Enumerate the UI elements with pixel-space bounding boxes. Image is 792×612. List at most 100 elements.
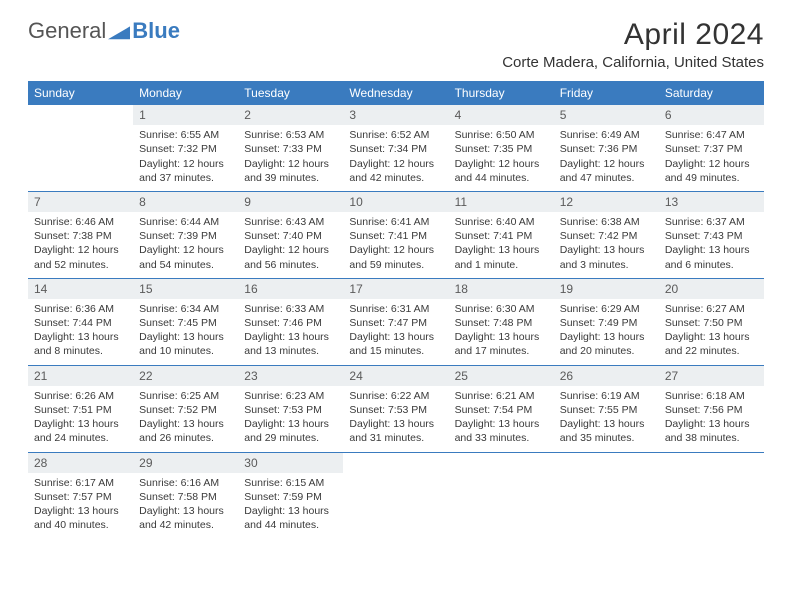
day-detail-line: Sunrise: 6:26 AM	[34, 389, 127, 403]
day-detail-line: Sunset: 7:33 PM	[244, 142, 337, 156]
day-detail-line: Sunset: 7:35 PM	[455, 142, 548, 156]
day-number: 22	[133, 366, 238, 386]
day-number: 1	[133, 105, 238, 125]
day-number: 14	[28, 279, 133, 299]
day-detail-line: Daylight: 12 hours	[244, 157, 337, 171]
day-detail-line: Sunrise: 6:52 AM	[349, 128, 442, 142]
day-detail-line: Daylight: 13 hours	[349, 417, 442, 431]
calendar-cell: 30Sunrise: 6:15 AMSunset: 7:59 PMDayligh…	[238, 452, 343, 538]
day-detail-line: Daylight: 12 hours	[349, 157, 442, 171]
day-detail-line: Sunset: 7:38 PM	[34, 229, 127, 243]
calendar-cell	[659, 452, 764, 538]
day-detail-line: Daylight: 13 hours	[244, 417, 337, 431]
day-detail-line: and 31 minutes.	[349, 431, 442, 445]
day-detail-line: Daylight: 12 hours	[139, 243, 232, 257]
calendar-body: 1Sunrise: 6:55 AMSunset: 7:32 PMDaylight…	[28, 105, 764, 538]
day-detail-line: and 29 minutes.	[244, 431, 337, 445]
day-number: 28	[28, 453, 133, 473]
weekday-header: Thursday	[449, 81, 554, 105]
day-detail-line: and 22 minutes.	[665, 344, 758, 358]
day-detail-line: Sunrise: 6:40 AM	[455, 215, 548, 229]
day-detail-line: Sunset: 7:36 PM	[560, 142, 653, 156]
day-detail-line: Daylight: 13 hours	[560, 417, 653, 431]
day-detail-line: and 35 minutes.	[560, 431, 653, 445]
day-number: 3	[343, 105, 448, 125]
day-detail-line: Sunrise: 6:21 AM	[455, 389, 548, 403]
day-detail-line: Sunset: 7:53 PM	[349, 403, 442, 417]
brand-part1: General	[28, 18, 106, 44]
day-detail-line: and 17 minutes.	[455, 344, 548, 358]
day-detail-line: Daylight: 13 hours	[455, 330, 548, 344]
day-detail-line: Sunrise: 6:47 AM	[665, 128, 758, 142]
calendar-cell: 19Sunrise: 6:29 AMSunset: 7:49 PMDayligh…	[554, 278, 659, 365]
day-detail-line: Sunset: 7:59 PM	[244, 490, 337, 504]
day-detail-line: Daylight: 13 hours	[665, 330, 758, 344]
calendar-week: 14Sunrise: 6:36 AMSunset: 7:44 PMDayligh…	[28, 278, 764, 365]
day-detail-line: and 33 minutes.	[455, 431, 548, 445]
calendar-header-row: SundayMondayTuesdayWednesdayThursdayFrid…	[28, 81, 764, 105]
day-detail-line: and 49 minutes.	[665, 171, 758, 185]
calendar-cell	[554, 452, 659, 538]
day-number: 10	[343, 192, 448, 212]
day-number: 13	[659, 192, 764, 212]
day-number: 6	[659, 105, 764, 125]
day-detail-line: Daylight: 12 hours	[34, 243, 127, 257]
calendar-page: General Blue April 2024 Corte Madera, Ca…	[0, 0, 792, 548]
day-detail-line: Sunset: 7:58 PM	[139, 490, 232, 504]
weekday-header: Saturday	[659, 81, 764, 105]
calendar-cell: 21Sunrise: 6:26 AMSunset: 7:51 PMDayligh…	[28, 365, 133, 452]
day-number: 4	[449, 105, 554, 125]
calendar-cell: 15Sunrise: 6:34 AMSunset: 7:45 PMDayligh…	[133, 278, 238, 365]
day-detail-line: and 44 minutes.	[455, 171, 548, 185]
calendar-cell: 24Sunrise: 6:22 AMSunset: 7:53 PMDayligh…	[343, 365, 448, 452]
day-detail-line: and 8 minutes.	[34, 344, 127, 358]
day-detail-line: and 39 minutes.	[244, 171, 337, 185]
day-detail-line: and 1 minute.	[455, 258, 548, 272]
calendar-cell: 6Sunrise: 6:47 AMSunset: 7:37 PMDaylight…	[659, 105, 764, 191]
calendar-cell: 22Sunrise: 6:25 AMSunset: 7:52 PMDayligh…	[133, 365, 238, 452]
calendar-cell: 4 Sunrise: 6:50 AMSunset: 7:35 PMDaylight…	[449, 105, 554, 191]
calendar-cell: 9Sunrise: 6:43 AMSunset: 7:40 PMDaylight…	[238, 191, 343, 278]
day-detail-line: and 54 minutes.	[139, 258, 232, 272]
day-detail-line: Daylight: 13 hours	[139, 417, 232, 431]
calendar-cell: 3Sunrise: 6:52 AMSunset: 7:34 PMDaylight…	[343, 105, 448, 191]
day-number: 15	[133, 279, 238, 299]
day-detail-line: Daylight: 12 hours	[244, 243, 337, 257]
day-detail-line: Daylight: 13 hours	[244, 504, 337, 518]
calendar-week: 7Sunrise: 6:46 AMSunset: 7:38 PMDaylight…	[28, 191, 764, 278]
day-detail-line: and 20 minutes.	[560, 344, 653, 358]
day-detail-line: and 56 minutes.	[244, 258, 337, 272]
header: General Blue April 2024 Corte Madera, Ca…	[28, 18, 764, 71]
day-detail-line: Sunrise: 6:33 AM	[244, 302, 337, 316]
day-detail-line: Daylight: 13 hours	[34, 504, 127, 518]
day-detail-line: Sunrise: 6:41 AM	[349, 215, 442, 229]
day-detail-line: Sunrise: 6:49 AM	[560, 128, 653, 142]
day-detail-line: Sunrise: 6:50 AM	[455, 128, 548, 142]
brand-triangle-icon	[108, 22, 130, 40]
calendar-cell: 1Sunrise: 6:55 AMSunset: 7:32 PMDaylight…	[133, 105, 238, 191]
day-detail-line: Daylight: 13 hours	[139, 504, 232, 518]
day-detail-line: Sunrise: 6:37 AM	[665, 215, 758, 229]
day-detail-line: Sunrise: 6:29 AM	[560, 302, 653, 316]
day-number: 11	[449, 192, 554, 212]
day-detail-line: and 47 minutes.	[560, 171, 653, 185]
day-detail-line: Sunrise: 6:31 AM	[349, 302, 442, 316]
day-detail-line: Sunrise: 6:25 AM	[139, 389, 232, 403]
day-detail-line: Sunrise: 6:23 AM	[244, 389, 337, 403]
day-detail-line: and 40 minutes.	[34, 518, 127, 532]
day-number	[659, 453, 764, 473]
day-number: 7	[28, 192, 133, 212]
day-detail-line: Sunrise: 6:19 AM	[560, 389, 653, 403]
day-detail-line: Daylight: 12 hours	[665, 157, 758, 171]
day-detail-line: Sunrise: 6:18 AM	[665, 389, 758, 403]
calendar-cell: 18Sunrise: 6:30 AMSunset: 7:48 PMDayligh…	[449, 278, 554, 365]
title-block: April 2024 Corte Madera, California, Uni…	[502, 18, 764, 71]
day-detail-line: Daylight: 13 hours	[455, 417, 548, 431]
day-detail-line: Daylight: 12 hours	[455, 157, 548, 171]
day-detail-line: and 24 minutes.	[34, 431, 127, 445]
day-detail-line: Daylight: 12 hours	[139, 157, 232, 171]
weekday-header: Wednesday	[343, 81, 448, 105]
brand-logo: General Blue	[28, 18, 180, 44]
day-detail-line: Sunrise: 6:55 AM	[139, 128, 232, 142]
day-detail-line: Sunrise: 6:46 AM	[34, 215, 127, 229]
